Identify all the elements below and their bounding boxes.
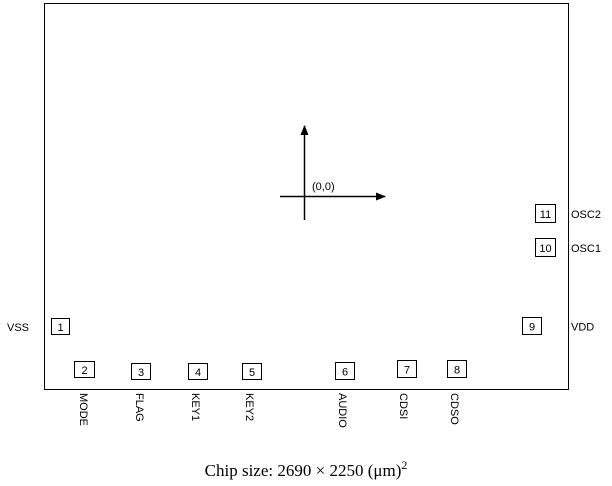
pad-number: 1: [57, 322, 63, 334]
pad-box: [447, 360, 467, 378]
pin-label-key1: KEY1: [189, 393, 201, 421]
pad-1: 1 VSS: [7, 318, 70, 335]
pad-box: [535, 238, 556, 257]
pad-number: 10: [539, 243, 551, 255]
pad-2: 2 MODE: [74, 361, 95, 426]
pad-number: 11: [540, 209, 551, 221]
pad-5: 5 KEY2: [242, 363, 262, 421]
pad-box: [242, 363, 262, 380]
chip-outline: [44, 3, 569, 390]
pad-number: 8: [454, 365, 460, 377]
pad-number: 3: [138, 367, 144, 379]
pin-label-cdso: CDSO: [448, 393, 460, 425]
pad-number: 4: [195, 367, 201, 379]
pin-label-flag: FLAG: [133, 393, 145, 422]
chip-size-caption: Chip size: 2690 × 2250 (μm)2: [205, 458, 408, 480]
pad-box: [188, 363, 208, 380]
pin-label-key2: KEY2: [243, 393, 255, 421]
origin-label: (0,0): [312, 181, 335, 193]
caption-exponent: 2: [401, 458, 407, 472]
pin-label-osc1: OSC1: [571, 243, 601, 255]
pad-box: [335, 362, 355, 380]
pad-4: 4 KEY1: [188, 363, 208, 421]
pad-box: [535, 204, 556, 223]
pin-label-cdsi: CDSI: [397, 393, 409, 419]
caption-text: Chip size: 2690 × 2250 (μm): [205, 461, 402, 480]
pad-7: 7 CDSI: [397, 360, 417, 419]
pad-number: 2: [81, 365, 87, 377]
pad-10: 10 OSC1: [535, 238, 601, 257]
pad-number: 6: [342, 367, 348, 379]
pin-label-vss: VSS: [7, 322, 29, 334]
pad-box: [74, 361, 95, 378]
pad-9: 9 VDD: [522, 317, 594, 335]
pin-label-mode: MODE: [77, 393, 89, 426]
pad-number: 7: [404, 365, 410, 377]
pad-11: 11 OSC2: [535, 204, 601, 223]
pad-6: 6 AUDIO: [335, 362, 355, 428]
pad-box: [397, 360, 417, 378]
pad-8: 8 CDSO: [447, 360, 467, 425]
pad-3: 3 FLAG: [131, 363, 151, 422]
pad-box: [51, 318, 70, 335]
pin-label-audio: AUDIO: [336, 393, 348, 428]
pad-box: [522, 317, 542, 335]
pad-number: 9: [529, 322, 535, 334]
pad-box: [131, 363, 151, 380]
pad-number: 5: [249, 367, 255, 379]
pin-label-vdd: VDD: [571, 322, 594, 334]
pin-label-osc2: OSC2: [571, 209, 601, 221]
